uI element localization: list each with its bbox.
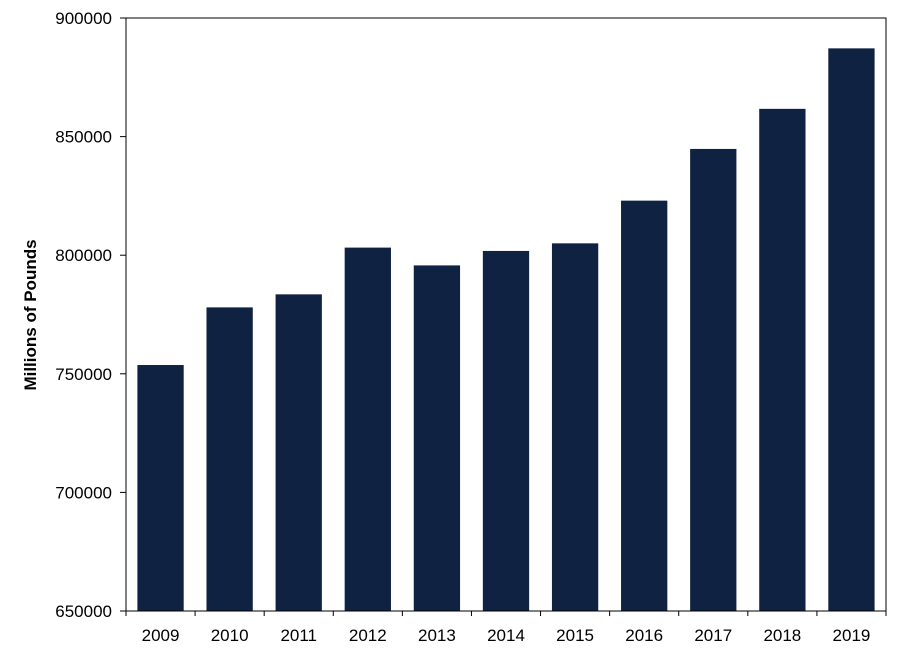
x-tick-label-2011: 2011 [280, 626, 317, 645]
bar-2018 [759, 108, 806, 612]
y-axis-label: Millions of Pounds [21, 239, 40, 390]
plot-frame [125, 17, 887, 612]
y-tick-label: 650000 [55, 602, 112, 621]
x-tick-label-2013: 2013 [418, 626, 456, 645]
bar-2011 [275, 294, 322, 611]
x-tick-label-2009: 2009 [142, 626, 180, 645]
bar-2013 [413, 265, 461, 611]
x-tick-label-2015: 2015 [556, 626, 594, 645]
x-tick-label-2016: 2016 [625, 626, 663, 645]
y-axis: 650000 700000 750000 800000 850000 900000 [55, 9, 126, 621]
y-tick-label: 700000 [55, 483, 112, 502]
bar-2010 [206, 307, 253, 611]
bar-2015 [551, 243, 599, 611]
x-tick-label-2010: 2010 [211, 626, 249, 645]
y-tick-label: 850000 [55, 128, 112, 147]
x-tick-label-2012: 2012 [349, 626, 387, 645]
bar-2012 [344, 247, 391, 611]
bar-2014 [482, 250, 530, 611]
x-axis: 2009 2010 2011 2012 2013 2014 2015 2016 2017 2018… [125, 611, 887, 645]
y-tick-label: 800000 [55, 246, 112, 265]
x-tick-label-2017: 2017 [694, 626, 732, 645]
y-tick-label: 750000 [55, 365, 112, 384]
y-tick-label: 900000 [55, 9, 112, 28]
x-tick-label-2014: 2014 [487, 626, 525, 645]
bars [137, 48, 875, 612]
bar-2016 [621, 200, 668, 612]
bar-2017 [690, 148, 737, 612]
x-tick-label-2019: 2019 [833, 626, 871, 645]
x-tick-label-2018: 2018 [763, 626, 801, 645]
bar-2019 [828, 48, 875, 612]
bar-2009 [137, 365, 184, 611]
